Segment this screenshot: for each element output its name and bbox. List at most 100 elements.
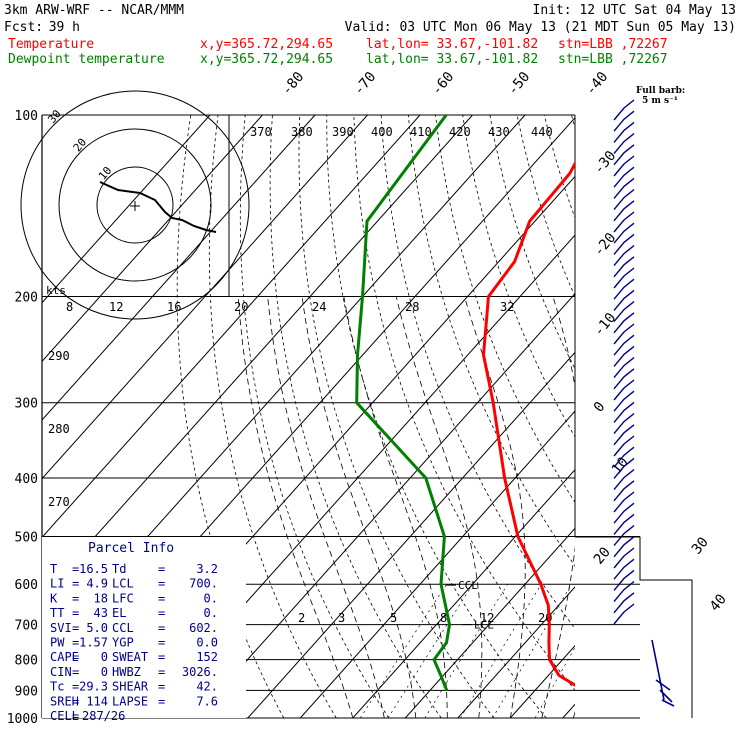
mixing-ratio-line bbox=[387, 584, 474, 718]
parcel-info-cell: 114 bbox=[86, 694, 108, 708]
wind-barb bbox=[613, 603, 635, 625]
parcel-info-cell: 43 bbox=[94, 606, 108, 620]
dry-adiabat bbox=[208, 115, 337, 718]
mixing-ratio-label: 2 bbox=[298, 611, 305, 625]
mixing-ratio-label: 12 bbox=[480, 611, 494, 625]
wind-barb bbox=[613, 413, 635, 435]
parcel-info-cell: = bbox=[72, 694, 79, 708]
parcel-info-cell: LI bbox=[50, 577, 64, 591]
forecast-hour: 39 h bbox=[49, 20, 80, 35]
wind-barb bbox=[613, 581, 635, 603]
theta-label: 430 bbox=[488, 125, 510, 139]
parcel-info-cell: Tc bbox=[50, 680, 64, 694]
theta-label: 420 bbox=[449, 125, 471, 139]
parcel-info-cell: LCL bbox=[112, 577, 134, 591]
dry-adiabat bbox=[326, 115, 547, 718]
pressure-tick-label: 300 bbox=[15, 397, 38, 412]
parcel-info-cell: CCL bbox=[112, 621, 134, 635]
parcel-info-cell: SHEAR bbox=[112, 680, 149, 694]
wind-barb bbox=[613, 121, 635, 143]
hodograph-ring bbox=[58, 128, 212, 282]
dewpoint-station: stn=LBB ,72267 bbox=[558, 52, 668, 67]
parcel-info-cell: = bbox=[72, 680, 79, 694]
temperature-latlon: lat,lon= 33.67,-101.82 bbox=[366, 37, 538, 52]
parcel-info-cell: 0 bbox=[101, 665, 108, 679]
parcel-info-cell: = bbox=[72, 709, 79, 723]
isotherm-label: -60 bbox=[429, 69, 458, 99]
isotherm-line bbox=[42, 115, 368, 480]
wind-barb bbox=[613, 133, 635, 155]
wind-barb bbox=[613, 446, 635, 468]
wind-barb bbox=[613, 513, 635, 535]
parcel-info-cell: SWEAT bbox=[112, 650, 148, 664]
wind-barb bbox=[613, 245, 635, 267]
parcel-info-cell: 602. bbox=[189, 621, 218, 635]
isotherm-line bbox=[194, 293, 575, 718]
full-barb-units: 5 m s⁻¹ bbox=[642, 96, 678, 106]
full-barb-label: Full barb: bbox=[636, 86, 685, 96]
parcel-info-cell: 0. bbox=[204, 606, 218, 620]
wind-barb bbox=[613, 502, 635, 524]
hodograph-ring-label: 30 bbox=[45, 107, 63, 126]
isotherm-label: -40 bbox=[583, 69, 612, 99]
hodograph-ring-label: 20 bbox=[71, 136, 89, 155]
moist-adiabat bbox=[343, 296, 448, 718]
wind-barb bbox=[613, 211, 635, 233]
mixing-ratio-label: 8 bbox=[66, 300, 73, 314]
wind-barb bbox=[613, 312, 635, 334]
isotherm-label: -70 bbox=[351, 69, 380, 99]
ccl-label: CCL bbox=[458, 579, 478, 592]
parcel-info-cell: Td bbox=[112, 562, 126, 576]
pressure-tick-label: 700 bbox=[15, 619, 38, 634]
wind-barb bbox=[613, 334, 635, 356]
parcel-info-cell: EL bbox=[112, 606, 126, 620]
theta-label: 280 bbox=[48, 422, 70, 436]
parcel-info-cell: = bbox=[158, 665, 165, 679]
wind-barb bbox=[613, 480, 635, 502]
theta-label: 440 bbox=[531, 125, 553, 139]
isotherm-line bbox=[247, 351, 575, 718]
parcel-info-cell: 3.2 bbox=[196, 562, 218, 576]
parcel-info-cell: 5.0 bbox=[86, 621, 108, 635]
isotherm-label: -50 bbox=[505, 69, 534, 99]
dry-adiabat bbox=[462, 115, 575, 438]
parcel-info-cell: 16.5 bbox=[79, 562, 108, 576]
isotherm-line bbox=[615, 115, 740, 718]
dry-adiabat bbox=[407, 115, 575, 567]
dry-adiabat bbox=[680, 115, 740, 718]
isotherm-label: -80 bbox=[279, 69, 308, 99]
init-time: Init: 12 UTC Sat 04 May 13 bbox=[533, 3, 737, 18]
wind-barb bbox=[613, 323, 635, 345]
wind-barb bbox=[613, 345, 635, 367]
wind-barb bbox=[613, 525, 635, 547]
wind-barb bbox=[613, 233, 635, 255]
wind-barb bbox=[613, 166, 635, 188]
mixing-ratio-label: 32 bbox=[500, 300, 514, 314]
model-title: 3km ARW-WRF -- NCAR/MMM bbox=[4, 3, 184, 18]
parcel-info-cell: = bbox=[158, 680, 165, 694]
parcel-info-cell: = bbox=[72, 636, 79, 650]
mixing-ratio-label: 20 bbox=[234, 300, 248, 314]
parcel-info-cell: = bbox=[72, 591, 79, 605]
wind-barb bbox=[613, 189, 635, 211]
dry-adiabat bbox=[708, 115, 740, 718]
parcel-info-cell: = bbox=[72, 562, 79, 576]
dry-adiabat bbox=[653, 115, 740, 718]
isotherm-label: -20 bbox=[591, 230, 620, 260]
parcel-info-cell: = bbox=[72, 606, 79, 620]
dry-adiabat bbox=[543, 115, 575, 220]
dry-adiabat bbox=[571, 115, 575, 130]
mixing-ratio-label: 12 bbox=[109, 300, 123, 314]
parcel-info-cell: TT bbox=[50, 606, 64, 620]
theta-label: 270 bbox=[48, 495, 70, 509]
wind-barb bbox=[613, 177, 635, 199]
moist-adiabat bbox=[301, 296, 417, 718]
wind-barb bbox=[613, 379, 635, 401]
dry-adiabat bbox=[489, 115, 575, 370]
pressure-tick-label: 400 bbox=[15, 472, 38, 487]
wind-barb bbox=[613, 278, 635, 300]
pressure-tick-label: 500 bbox=[15, 530, 38, 545]
temperature-xy: x,y=365.72,294.65 bbox=[200, 37, 333, 52]
parcel-info-cell: 152 bbox=[196, 650, 218, 664]
wind-barb bbox=[613, 547, 635, 569]
